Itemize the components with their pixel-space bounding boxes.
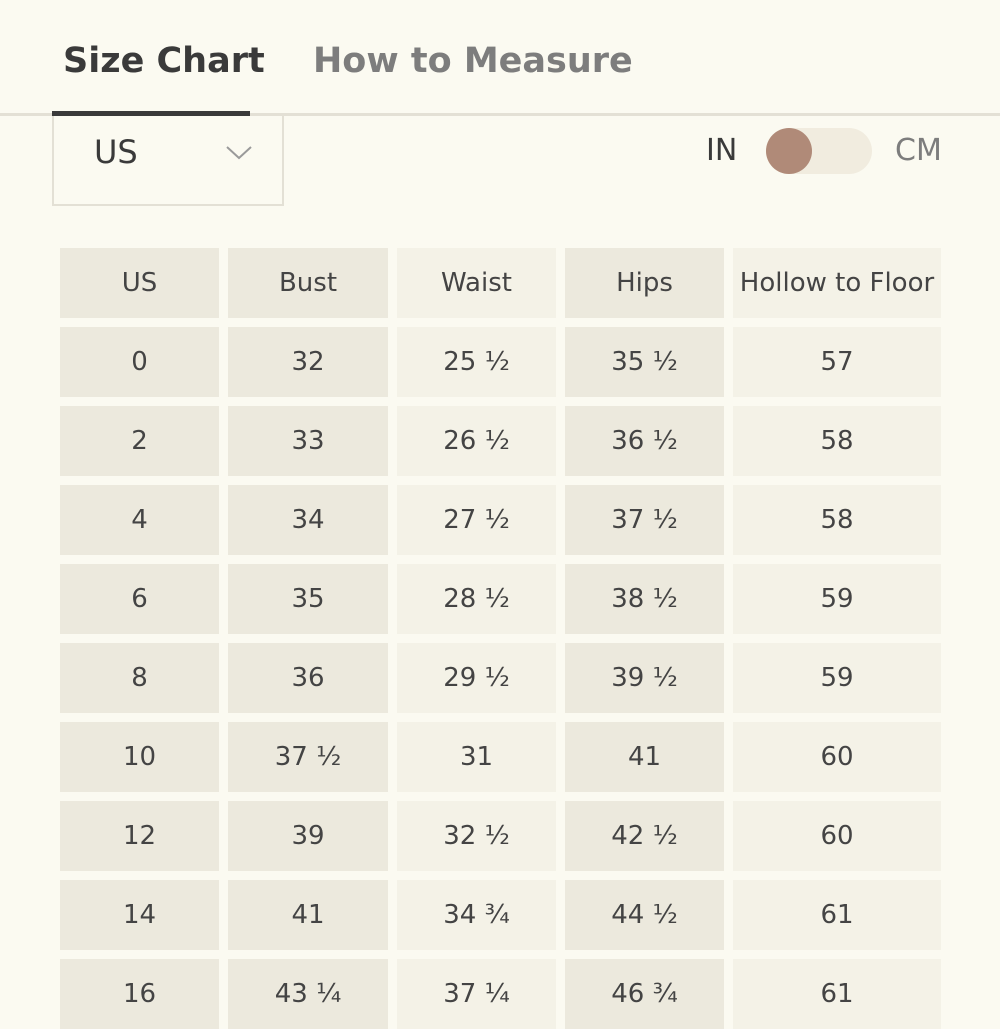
size-table: US Bust Waist Hips Hollow to Floor 0 32 25 ½ 35 … — [60, 248, 941, 1029]
table-cell: 34 — [228, 485, 388, 555]
table-cell: 39 ½ — [565, 643, 724, 713]
toggle-knob — [766, 128, 812, 174]
select-value: US — [94, 133, 138, 171]
table-cell: 46 ¾ — [565, 959, 724, 1029]
chevron-icon — [226, 146, 252, 160]
table-cell: 38 ½ — [565, 564, 724, 634]
header-cell: Hollow to Floor — [733, 248, 941, 318]
table-cell: 28 ½ — [397, 564, 556, 634]
table-cell: 16 — [60, 959, 219, 1029]
table-cell: 34 ¾ — [397, 880, 556, 950]
table-cell: 58 — [733, 406, 941, 476]
table-cell: 26 ½ — [397, 406, 556, 476]
tab-size-chart[interactable]: Size Chart — [63, 41, 265, 81]
table-cell: 33 — [228, 406, 388, 476]
unit-label-cm: CM — [895, 133, 942, 168]
table-cell: 36 ½ — [565, 406, 724, 476]
table-cell: 35 — [228, 564, 388, 634]
table-cell: 14 — [60, 880, 219, 950]
table-cell: 37 ½ — [228, 722, 388, 792]
table-cell: 61 — [733, 880, 941, 950]
table-cell: 0 — [60, 327, 219, 397]
table-cell: 39 — [228, 801, 388, 871]
table-cell: 61 — [733, 959, 941, 1029]
header-cell: US — [60, 248, 219, 318]
table-cell: 60 — [733, 722, 941, 792]
table-cell: 36 — [228, 643, 388, 713]
size-chart-page: Size Chart How to Measure US IN CM US Bus… — [0, 41, 1000, 1029]
header-cell: Bust — [228, 248, 388, 318]
table-cell: 12 — [60, 801, 219, 871]
table-cell: 59 — [733, 564, 941, 634]
table-cell: 42 ½ — [565, 801, 724, 871]
table-cell: 60 — [733, 801, 941, 871]
table-cell: 41 — [228, 880, 388, 950]
table-cell: 10 — [60, 722, 219, 792]
table-cell: 37 ½ — [565, 485, 724, 555]
region-select[interactable]: US — [52, 116, 284, 206]
header-cell: Hips — [565, 248, 724, 318]
table-cell: 37 ¼ — [397, 959, 556, 1029]
table-cell: 6 — [60, 564, 219, 634]
tab-divider — [0, 113, 1000, 116]
unit-label-in: IN — [706, 133, 738, 168]
table-cell: 41 — [565, 722, 724, 792]
table-cell: 27 ½ — [397, 485, 556, 555]
header-cell: Waist — [397, 248, 556, 318]
table-cell: 4 — [60, 485, 219, 555]
table-cell: 57 — [733, 327, 941, 397]
table-cell: 44 ½ — [565, 880, 724, 950]
table-cell: 59 — [733, 643, 941, 713]
table-cell: 8 — [60, 643, 219, 713]
table-cell: 2 — [60, 406, 219, 476]
table-cell: 35 ½ — [565, 327, 724, 397]
table-cell: 58 — [733, 485, 941, 555]
tab-how-to-measure[interactable]: How to Measure — [313, 41, 633, 81]
table-cell: 32 — [228, 327, 388, 397]
table-cell: 25 ½ — [397, 327, 556, 397]
table-cell: 32 ½ — [397, 801, 556, 871]
table-cell: 43 ¼ — [228, 959, 388, 1029]
active-tab-indicator — [52, 111, 250, 116]
table-cell: 31 — [397, 722, 556, 792]
table-cell: 29 ½ — [397, 643, 556, 713]
